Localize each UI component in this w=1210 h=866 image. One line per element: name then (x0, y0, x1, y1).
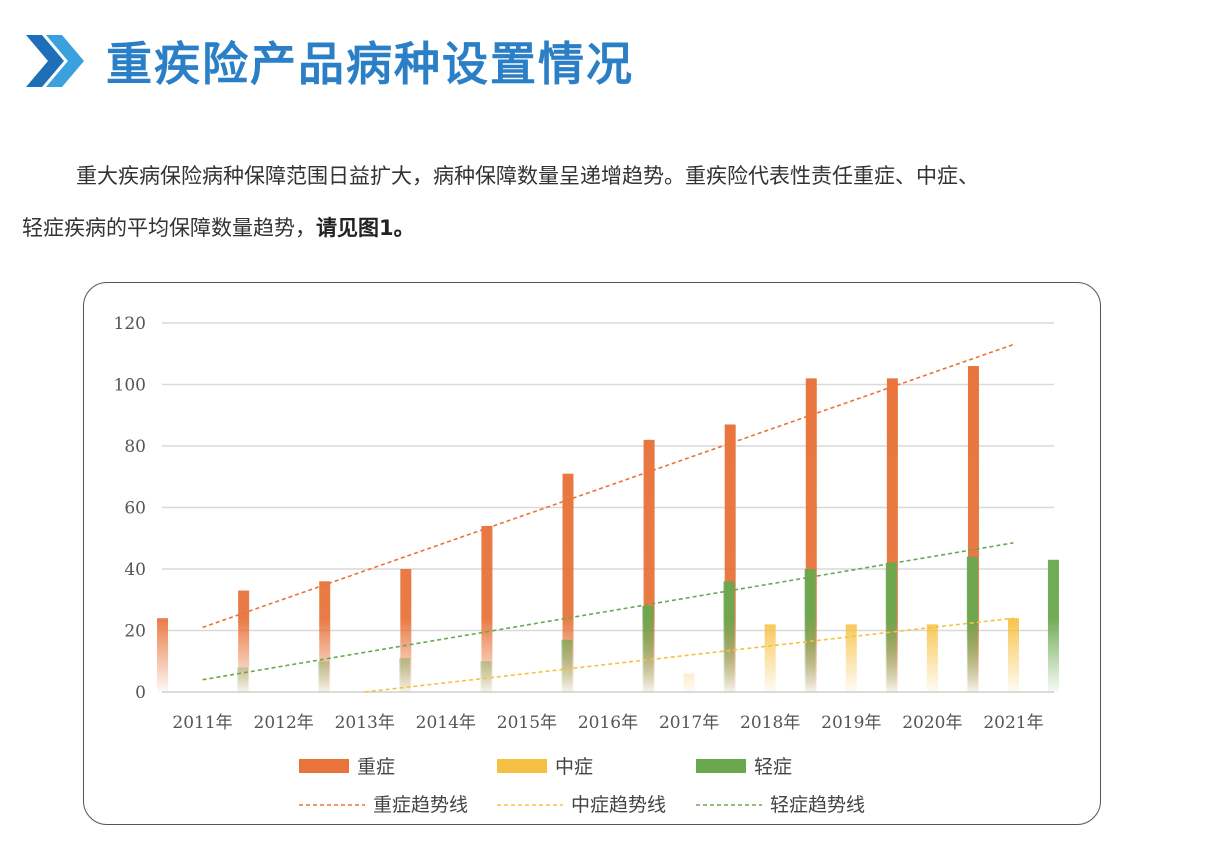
page-header: 重疾险产品病种设置情况 (24, 26, 634, 96)
bar-轻症 (885, 562, 897, 692)
bar-重症 (967, 366, 979, 692)
figure-reference: 请见图1。 (316, 216, 415, 240)
bar-轻症 (237, 667, 249, 692)
page-title: 重疾险产品病种设置情况 (106, 37, 634, 91)
y-tick-label: 100 (114, 376, 146, 396)
bar-中症 (683, 673, 695, 692)
bar-轻症 (804, 569, 816, 692)
bar-轻症 (561, 639, 573, 692)
y-tick-label: 20 (124, 622, 146, 642)
x-tick-label: 2021年 (983, 713, 1043, 733)
bar-重症 (805, 378, 817, 692)
bar-chart: 0 20 40 60 80 100 120 2011年 2012年 2013年 2014年 2015年… (114, 314, 1059, 816)
bar-重症 (400, 569, 412, 692)
double-chevron-icon (26, 35, 84, 87)
bar-中症 (926, 624, 938, 692)
legend-trend-label: 重症趋势线 (373, 794, 468, 816)
x-tick-label: 2015年 (497, 713, 557, 733)
x-tick-label: 2014年 (416, 713, 476, 733)
x-tick-label: 2011年 (172, 713, 232, 733)
bar-重症 (724, 424, 736, 692)
x-tick-label: 2018年 (740, 713, 800, 733)
bar-轻症 (966, 556, 978, 692)
bar-重症 (643, 439, 655, 692)
paragraph-line-2-text: 轻症疾病的平均保障数量趋势， (22, 216, 316, 240)
paragraph-line-1: 重大疾病保险病种保障范围日益扩大，病种保障数量呈递增趋势。重疾险代表性责任重症、… (76, 164, 979, 188)
bar-中症 (845, 624, 857, 692)
x-tick-label: 2017年 (659, 713, 719, 733)
y-tick-label: 120 (114, 314, 146, 334)
legend-swatch (299, 759, 349, 773)
legend-label: 重症 (357, 756, 395, 778)
bar-轻症 (642, 605, 654, 692)
legend-label: 轻症 (754, 756, 792, 778)
legend-swatch (696, 759, 746, 773)
bar-中症 (764, 624, 776, 692)
bar-轻症 (480, 661, 492, 692)
x-tick-label: 2016年 (578, 713, 638, 733)
legend-trend-label: 中症趋势线 (571, 794, 666, 816)
intro-paragraph: 重大疾病保险病种保障范围日益扩大，病种保障数量呈递增趋势。重疾险代表性责任重症、… (22, 150, 1192, 254)
bar-中症 (1007, 618, 1019, 692)
y-tick-label: 40 (124, 560, 146, 580)
legend-trend-label: 轻症趋势线 (770, 794, 865, 816)
trendline-中症趋势线 (364, 617, 1014, 693)
bar-重症 (157, 618, 169, 692)
y-tick-label: 80 (124, 437, 146, 457)
bar-轻症 (399, 658, 411, 692)
x-tick-label: 2013年 (335, 713, 395, 733)
chart-card: 0 20 40 60 80 100 120 2011年 2012年 2013年 2014年 2015年… (83, 282, 1101, 825)
bar-重症 (319, 581, 331, 692)
y-tick-label: 60 (124, 499, 146, 519)
legend-swatch (497, 759, 547, 773)
y-tick-label: 0 (135, 683, 146, 703)
bar-轻症 (318, 661, 330, 692)
bar-重症 (238, 590, 250, 692)
bar-轻症 (723, 581, 735, 692)
x-tick-label: 2019年 (821, 713, 881, 733)
paragraph-line-2: 轻症疾病的平均保障数量趋势，请见图1。 (22, 216, 415, 240)
legend-label: 中症 (555, 756, 593, 778)
x-tick-label: 2020年 (902, 713, 962, 733)
bar-重症 (562, 473, 574, 692)
x-tick-label: 2012年 (254, 713, 314, 733)
bar-轻症 (1047, 559, 1059, 692)
bar-重症 (481, 525, 493, 692)
bar-重症 (886, 378, 898, 692)
trendline-重症趋势线 (202, 343, 1014, 629)
